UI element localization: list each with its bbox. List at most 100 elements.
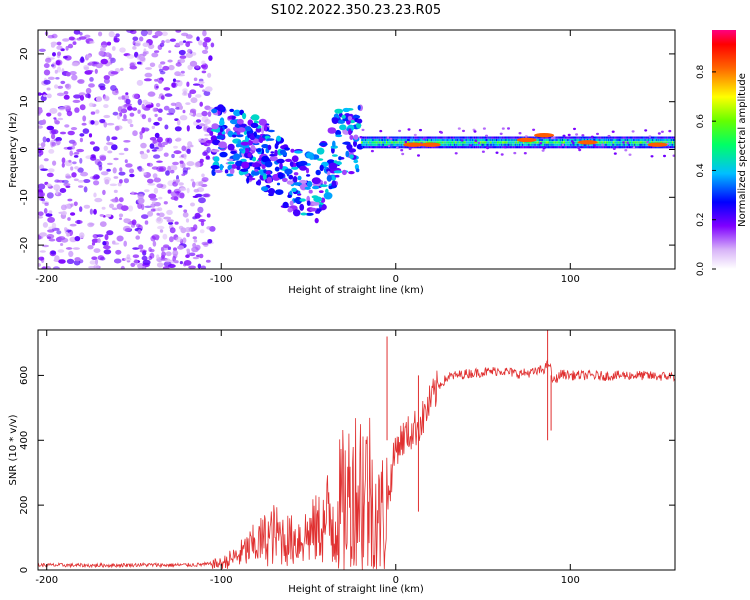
- heat-cell: [602, 138, 604, 142]
- heat-cell: [517, 136, 520, 139]
- heat-cell: [389, 136, 391, 139]
- heat-cell: [447, 143, 449, 146]
- heat-cell: [367, 143, 369, 146]
- heat-cell: [538, 141, 541, 144]
- heat-cell: [265, 170, 271, 175]
- heat-cell: [485, 136, 487, 139]
- heat-cell: [435, 138, 437, 142]
- heat-cell: [499, 138, 501, 142]
- heat-cell: [463, 141, 465, 144]
- heat-cell: [545, 136, 547, 139]
- heat-cell: [145, 128, 149, 132]
- y-tick-label: 0: [19, 146, 30, 152]
- heat-cell: [284, 147, 290, 151]
- heat-cell: [504, 136, 506, 139]
- heat-cell: [425, 138, 427, 142]
- heat-cell: [46, 112, 52, 117]
- heat-cell: [655, 138, 657, 142]
- heat-cell: [276, 135, 282, 142]
- heat-cell: [493, 141, 495, 144]
- heat-cell: [194, 161, 201, 168]
- heat-cell: [258, 118, 267, 126]
- heat-cell: [87, 62, 93, 66]
- heat-cell: [219, 127, 224, 133]
- heat-cell: [545, 143, 547, 146]
- heat-cell: [282, 201, 289, 208]
- heat-cell: [94, 197, 103, 203]
- heat-cell: [261, 144, 269, 149]
- heat-cell: [668, 146, 670, 149]
- heat-cell: [505, 141, 507, 144]
- heat-cell: [661, 136, 663, 139]
- heat-cell: [489, 146, 491, 149]
- heat-cell: [195, 94, 202, 98]
- heat-cell: [621, 138, 623, 142]
- heat-cell: [437, 136, 439, 139]
- heat-cell: [639, 141, 641, 144]
- heat-cell: [507, 136, 509, 139]
- heat-cell: [554, 141, 556, 144]
- heat-cell: [181, 32, 189, 37]
- heat-cell: [219, 119, 225, 126]
- heat-cell: [368, 136, 370, 139]
- heat-cell: [524, 141, 526, 144]
- heat-cell: [79, 232, 85, 239]
- heat-cell: [141, 214, 149, 220]
- heat-cell: [634, 136, 636, 139]
- heat-cell: [473, 130, 477, 133]
- heat-cell: [486, 138, 488, 142]
- heat-cell: [632, 141, 634, 144]
- heat-cell: [484, 141, 486, 144]
- heat-cell: [56, 45, 63, 50]
- heat-cell: [485, 138, 487, 142]
- heat-cell: [433, 141, 435, 144]
- heat-cell: [653, 138, 655, 142]
- heat-cell: [224, 169, 229, 174]
- heat-cell: [318, 190, 324, 194]
- heat-cell: [137, 197, 145, 204]
- heat-cell: [508, 146, 510, 149]
- heat-cell: [377, 138, 379, 142]
- heat-cell: [192, 195, 199, 198]
- heat-cell: [516, 136, 519, 139]
- heat-cell: [60, 243, 64, 246]
- heat-cell: [612, 141, 614, 144]
- heat-cell: [74, 236, 81, 242]
- heat-cell: [639, 143, 641, 146]
- heat-cell: [425, 146, 427, 149]
- heat-cell: [372, 146, 374, 149]
- heat-cell: [654, 141, 656, 144]
- heat-cell: [118, 171, 126, 176]
- heat-cell: [87, 245, 94, 250]
- heat-cell: [465, 146, 467, 149]
- heat-cell: [545, 138, 547, 142]
- heat-cell: [261, 127, 265, 134]
- heat-cell: [614, 138, 616, 142]
- heat-cell: [460, 141, 462, 144]
- heat-cell: [100, 44, 108, 49]
- heat-cell: [383, 146, 386, 149]
- heat-cell: [306, 200, 311, 206]
- heat-cell: [546, 143, 548, 146]
- heat-cell: [645, 136, 647, 139]
- heat-cell: [366, 136, 368, 139]
- heat-cell: [474, 139, 478, 142]
- heat-cell: [661, 138, 663, 142]
- heat-cell: [535, 141, 537, 144]
- heat-cell: [499, 141, 501, 144]
- heat-cell: [650, 136, 653, 139]
- heat-cell: [420, 138, 422, 142]
- heat-cell: [202, 151, 208, 156]
- heat-cell: [432, 136, 434, 139]
- heat-cell: [282, 177, 288, 182]
- heat-cell: [462, 146, 464, 149]
- heat-cell: [89, 208, 93, 215]
- heat-cell: [98, 50, 105, 57]
- heat-cell: [133, 258, 139, 265]
- heat-cell: [578, 143, 580, 146]
- heat-cell: [484, 136, 486, 139]
- heat-cell: [477, 143, 479, 146]
- heat-cell: [660, 130, 664, 133]
- heat-cell: [504, 138, 506, 142]
- heat-cell: [641, 146, 643, 149]
